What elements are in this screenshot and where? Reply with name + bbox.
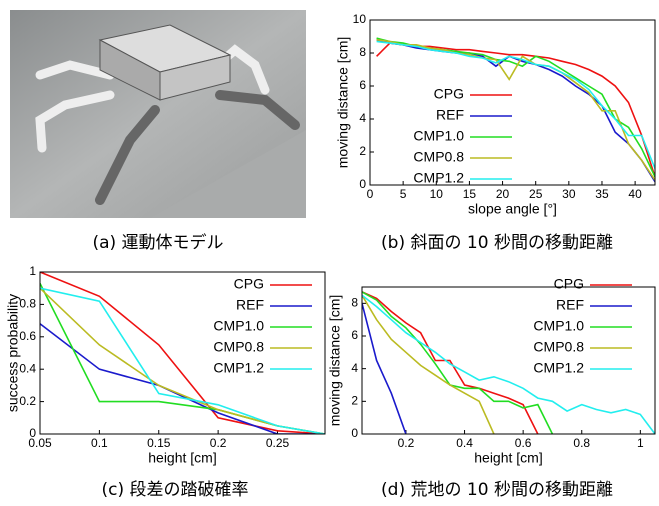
y-tick-label: 6 <box>351 328 358 342</box>
legend-label: CMP1.0 <box>533 318 584 334</box>
caption: (a) 運動体モデル <box>92 232 223 253</box>
series-line <box>40 288 325 434</box>
x-tick-label: 0.1 <box>91 436 108 450</box>
x-tick-label: 0.2 <box>210 436 227 450</box>
caption: (d) 荒地の 10 秒間の移動距離 <box>381 480 613 500</box>
y-axis-label: moving distance [cm] <box>327 295 343 427</box>
y-tick-label: 1 <box>29 264 36 278</box>
legend-label: CPG <box>234 276 264 292</box>
x-tick-label: 10 <box>430 187 444 201</box>
figure: (a) 運動体モデル (b) 斜面の 10 秒間の移動距離 (c) 段差の踏破確率 (… <box>0 0 659 506</box>
legend-label: CMP1.0 <box>413 128 464 144</box>
x-axis-label: height [cm] <box>474 450 542 466</box>
x-tick-label: 35 <box>595 187 609 201</box>
y-tick-label: 4 <box>351 361 358 375</box>
y-tick-label: 0 <box>351 426 358 440</box>
x-tick-label: 30 <box>562 187 576 201</box>
legend-label: CPG <box>434 86 464 102</box>
legend-label: CMP1.2 <box>213 360 264 376</box>
caption: (c) 段差の踏破確率 <box>101 480 248 500</box>
legend-label: REF <box>236 297 264 313</box>
legend-label: CMP0.8 <box>533 339 584 355</box>
legend-label: CMP0.8 <box>413 149 464 165</box>
x-tick-label: 0.15 <box>147 436 171 450</box>
x-tick-label: 20 <box>496 187 510 201</box>
y-tick-label: 0.8 <box>19 297 36 311</box>
y-tick-label: 0 <box>359 177 366 191</box>
x-tick-label: 25 <box>529 187 543 201</box>
legend-label: REF <box>556 297 584 313</box>
y-tick-label: 8 <box>351 296 358 310</box>
legend-label: CMP1.2 <box>413 170 464 186</box>
x-axis-label: slope angle [°] <box>468 201 557 217</box>
y-tick-label: 6 <box>359 78 366 92</box>
y-tick-label: 8 <box>359 45 366 59</box>
x-tick-label: 15 <box>463 187 477 201</box>
robot-image <box>10 10 306 218</box>
series-line <box>40 272 325 434</box>
x-tick-label: 0.25 <box>266 436 290 450</box>
y-tick-label: 4 <box>359 111 366 125</box>
x-tick-label: 0 <box>367 187 374 201</box>
y-axis-label: moving distance [cm] <box>335 37 351 169</box>
y-tick-label: 2 <box>359 144 366 158</box>
x-tick-label: 0.4 <box>456 436 473 450</box>
x-tick-label: 0.05 <box>28 436 52 450</box>
caption: (b) 斜面の 10 秒間の移動距離 <box>381 233 613 253</box>
legend-label: REF <box>436 107 464 123</box>
y-tick-label: 0.6 <box>19 329 36 343</box>
plot-frame <box>40 272 325 434</box>
x-tick-label: 5 <box>400 187 407 201</box>
series-line <box>362 292 552 434</box>
y-axis-label: success probability <box>5 294 21 412</box>
x-tick-label: 1 <box>637 436 644 450</box>
x-tick-label: 0.8 <box>573 436 590 450</box>
x-tick-label: 0.2 <box>398 436 415 450</box>
legend-label: CPG <box>554 276 584 292</box>
x-tick-label: 0.6 <box>515 436 532 450</box>
series-line <box>362 295 494 434</box>
series-line <box>40 288 325 434</box>
y-tick-label: 0.4 <box>19 361 36 375</box>
plot-frame <box>362 287 655 434</box>
y-tick-label: 0.2 <box>19 394 36 408</box>
x-axis-label: height [cm] <box>148 450 216 466</box>
y-tick-label: 10 <box>353 12 367 26</box>
x-tick-label: 40 <box>628 187 642 201</box>
legend-label: CMP1.0 <box>213 318 264 334</box>
legend-label: CMP1.2 <box>533 360 584 376</box>
series-line <box>362 295 655 434</box>
y-tick-label: 2 <box>351 394 358 408</box>
series-line <box>40 324 325 434</box>
legend-label: CMP0.8 <box>213 339 264 355</box>
